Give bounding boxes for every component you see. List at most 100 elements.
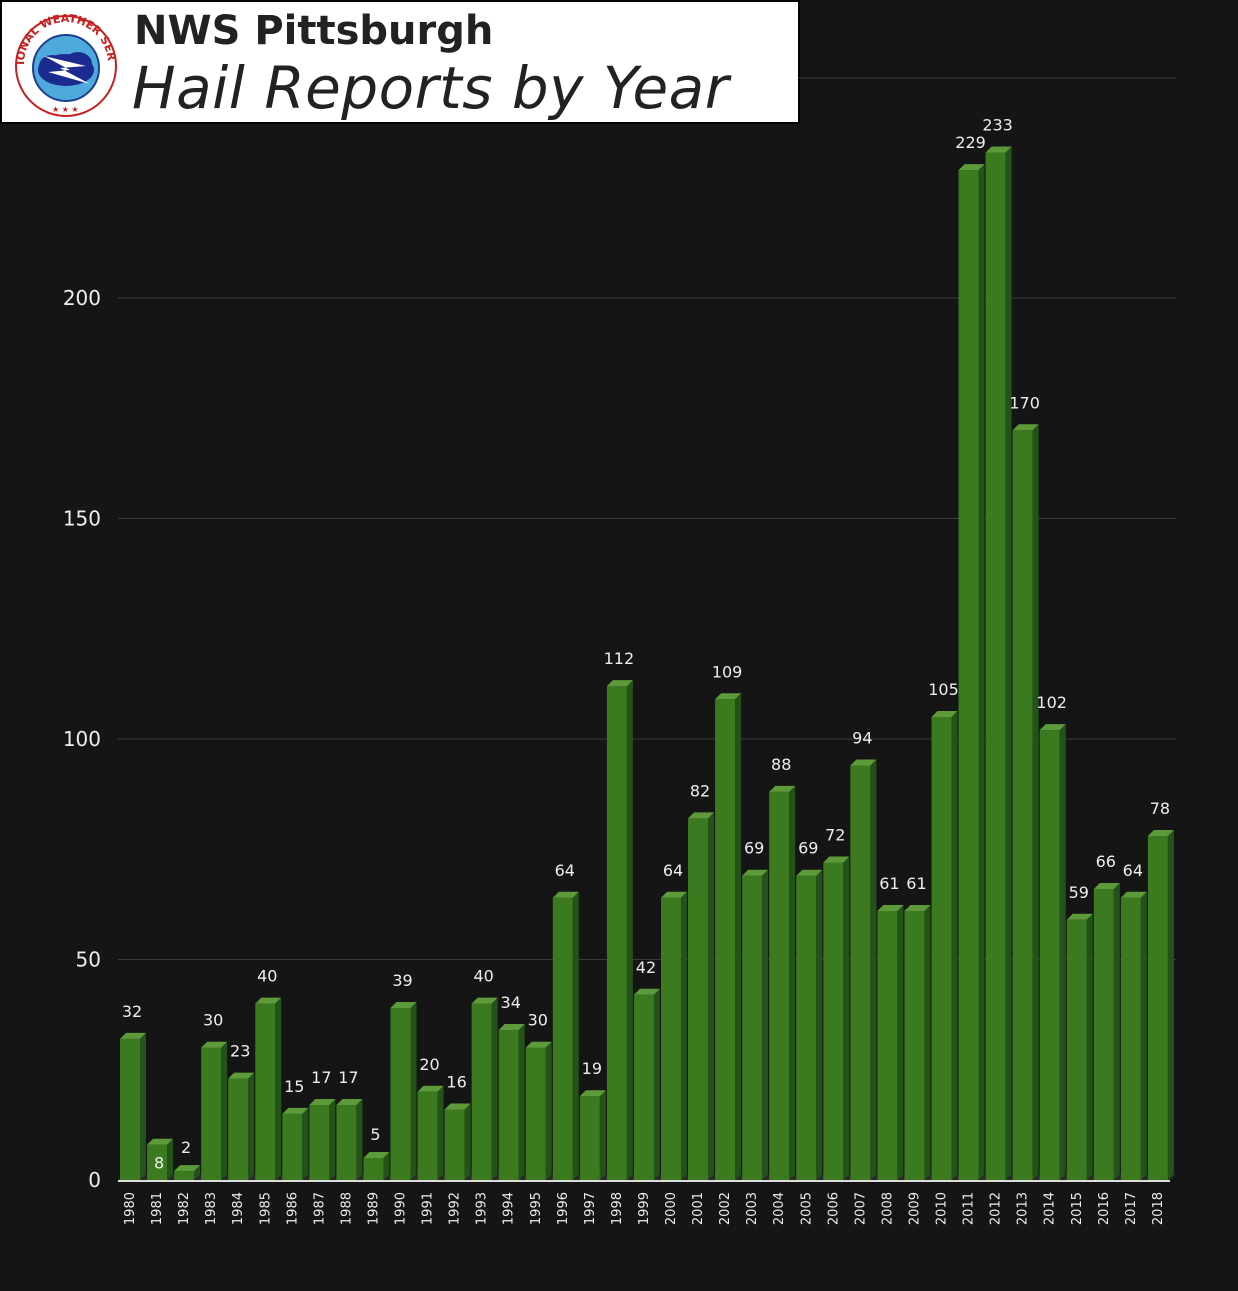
data-label: 30 xyxy=(528,1011,548,1030)
bar-side xyxy=(464,1103,471,1180)
bar xyxy=(579,1096,600,1180)
bar-side xyxy=(708,812,715,1180)
x-tick-label: 2010 xyxy=(935,1192,950,1225)
bar xyxy=(309,1105,330,1180)
bar xyxy=(336,1105,357,1180)
bar xyxy=(498,1030,519,1180)
bar-side xyxy=(383,1151,390,1180)
data-label: 2 xyxy=(181,1138,191,1157)
bar-side xyxy=(1059,724,1066,1180)
bar-side xyxy=(1140,891,1147,1180)
bar-side xyxy=(140,1032,146,1180)
bar-top xyxy=(255,997,282,1004)
x-tick-label: 2004 xyxy=(772,1192,787,1225)
bar xyxy=(877,910,898,1180)
bar xyxy=(1012,430,1033,1180)
bar-side xyxy=(789,785,796,1180)
title-line-2: Hail Reports by Year xyxy=(132,54,730,122)
x-tick-label: 1992 xyxy=(448,1192,463,1225)
bar-top xyxy=(498,1024,525,1031)
bar-side xyxy=(329,1099,336,1180)
data-label: 20 xyxy=(419,1055,439,1074)
bar xyxy=(282,1113,303,1180)
x-tick-label: 2009 xyxy=(907,1192,922,1225)
data-label: 59 xyxy=(1069,883,1089,902)
x-tick-label: 2002 xyxy=(718,1192,733,1225)
x-tick-label: 1988 xyxy=(339,1192,354,1225)
data-label: 17 xyxy=(311,1068,331,1087)
bar-side xyxy=(951,710,958,1180)
y-tick-label: 150 xyxy=(63,507,101,531)
bar-top xyxy=(715,693,742,700)
bar-top xyxy=(363,1151,390,1158)
x-tick-label: 2018 xyxy=(1151,1192,1166,1225)
bar-side xyxy=(1005,146,1012,1181)
bar xyxy=(742,875,763,1180)
bar-side xyxy=(870,759,877,1180)
data-label: 16 xyxy=(446,1072,466,1091)
bar-top xyxy=(471,997,498,1004)
title-box: NATIONAL WEATHER SERVICE ★ ★ ★ NWS Pitts… xyxy=(0,0,800,124)
bar-side xyxy=(978,164,985,1181)
bar xyxy=(823,862,844,1180)
x-tick-label: 2016 xyxy=(1097,1192,1112,1225)
bar xyxy=(850,765,871,1180)
bar xyxy=(1093,888,1114,1180)
bar-top xyxy=(309,1099,336,1106)
data-label: 23 xyxy=(230,1042,250,1061)
x-tick-label: 2008 xyxy=(880,1192,895,1225)
data-label: 34 xyxy=(501,993,521,1012)
x-tick-label: 1982 xyxy=(177,1192,192,1225)
bar-side xyxy=(194,1165,201,1180)
bar-top xyxy=(1012,424,1039,431)
bar-top xyxy=(688,812,715,819)
bar-top xyxy=(228,1072,255,1079)
bar-top xyxy=(633,988,660,995)
bar-side xyxy=(302,1107,309,1180)
x-tick-label: 2014 xyxy=(1043,1192,1058,1225)
data-label: 5 xyxy=(370,1125,380,1144)
bar xyxy=(525,1047,546,1180)
bar-top xyxy=(931,710,958,717)
y-tick-label: 50 xyxy=(76,948,101,972)
x-tick-label: 1998 xyxy=(610,1192,625,1225)
x-tick-label: 2001 xyxy=(691,1192,706,1225)
bar xyxy=(471,1003,492,1180)
x-tick-label: 1990 xyxy=(394,1192,409,1225)
bar-top xyxy=(742,869,769,876)
y-tick-label: 0 xyxy=(88,1168,101,1192)
data-label: 64 xyxy=(555,861,575,880)
x-tick-label: 1980 xyxy=(123,1192,138,1225)
bar xyxy=(444,1109,465,1180)
bar-side xyxy=(356,1099,363,1180)
bar xyxy=(417,1091,438,1180)
data-label: 15 xyxy=(284,1077,304,1096)
x-tick-label: 2011 xyxy=(962,1192,977,1225)
bar xyxy=(1147,836,1168,1180)
bar-top xyxy=(579,1090,606,1097)
bar xyxy=(390,1008,411,1180)
bar xyxy=(985,152,1006,1181)
data-label: 94 xyxy=(852,728,872,747)
bar-side xyxy=(897,904,904,1180)
bar xyxy=(931,716,952,1180)
data-label: 61 xyxy=(879,874,899,893)
bar xyxy=(1120,897,1141,1180)
bar-side xyxy=(437,1085,444,1180)
bar-side xyxy=(1032,424,1039,1180)
bar xyxy=(201,1047,222,1180)
data-label: 88 xyxy=(771,755,791,774)
bar-top xyxy=(661,891,687,898)
x-tick-label: 2007 xyxy=(853,1192,868,1225)
bar-top xyxy=(201,1041,228,1048)
bar-top xyxy=(417,1085,444,1092)
bar xyxy=(363,1157,384,1180)
bar-side xyxy=(491,997,498,1180)
bar-top xyxy=(120,1032,146,1039)
bar-top xyxy=(1039,724,1066,731)
bar xyxy=(904,910,925,1180)
bar-side xyxy=(1086,913,1093,1180)
data-label: 82 xyxy=(690,781,710,800)
bar-side xyxy=(1167,830,1174,1180)
bar xyxy=(120,1038,140,1180)
